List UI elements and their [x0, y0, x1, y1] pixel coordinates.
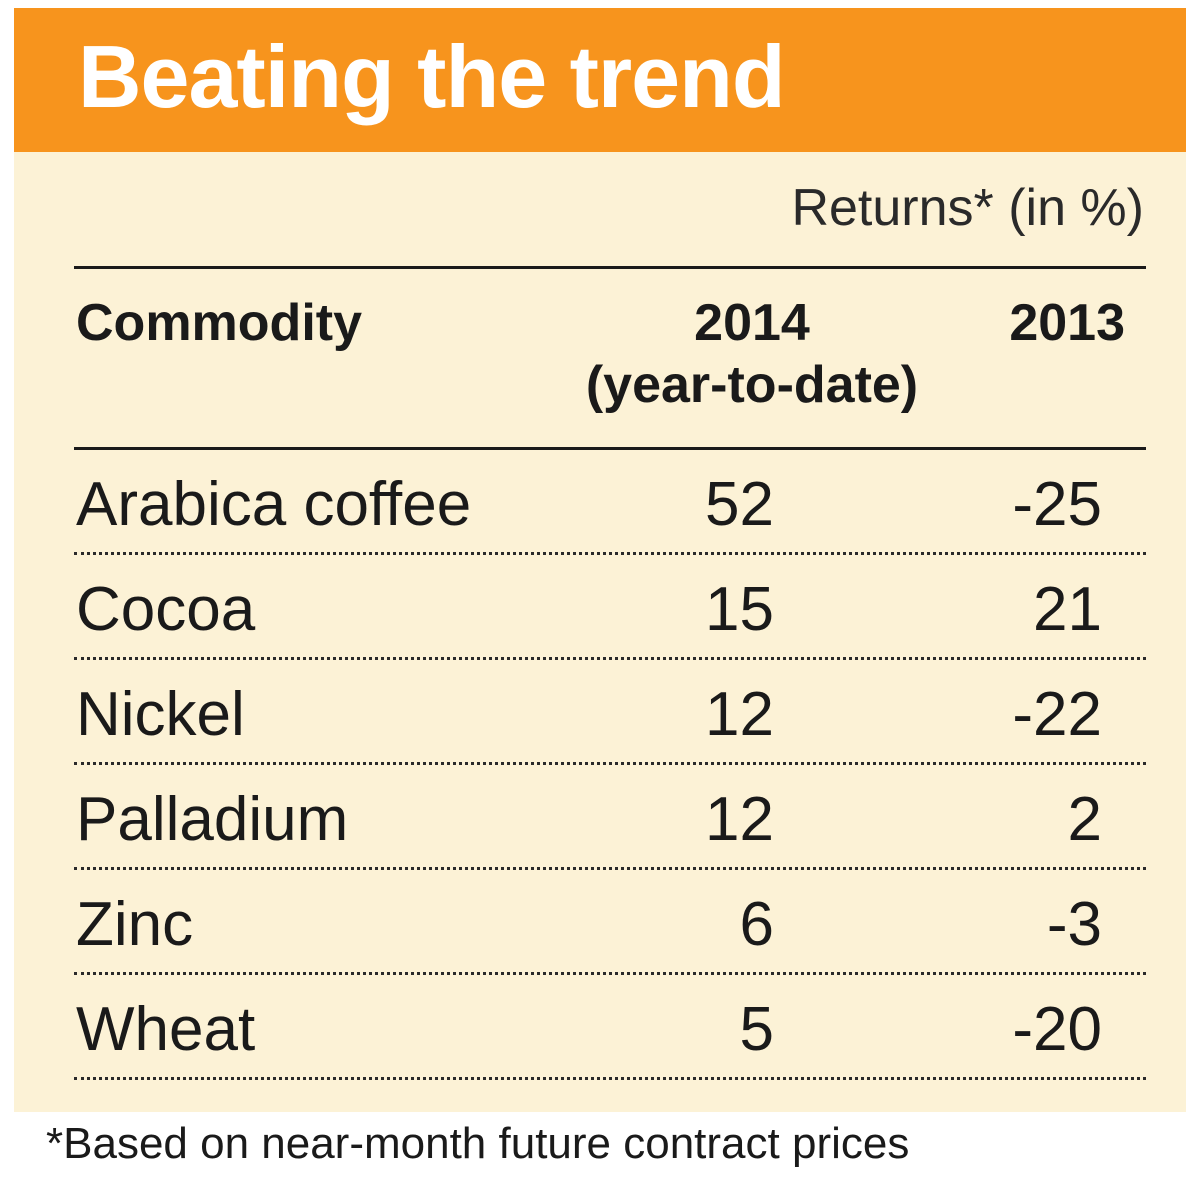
header-top-rule — [74, 266, 1146, 269]
return-2013-cell: 2 — [1067, 785, 1102, 854]
table-body: Arabica coffee 52 -25 Cocoa 15 21 Nickel… — [74, 450, 1146, 1080]
column-header-commodity: Commodity — [76, 294, 362, 352]
return-2014-cell: 12 — [705, 785, 774, 854]
commodity-cell: Cocoa — [76, 575, 256, 644]
return-2014-cell: 52 — [705, 470, 774, 539]
chart-panel — [14, 8, 1186, 1112]
return-2014-cell: 12 — [705, 680, 774, 749]
commodity-cell: Arabica coffee — [76, 470, 472, 539]
table-row: Zinc 6 -3 — [74, 870, 1146, 975]
column-header-2013: 2013 — [1009, 294, 1125, 352]
return-2013-cell: -3 — [1046, 890, 1102, 959]
title-bar — [14, 8, 1186, 152]
commodity-cell: Wheat — [76, 995, 256, 1064]
return-2014-cell: 15 — [705, 575, 774, 644]
table-row: Nickel 12 -22 — [74, 660, 1146, 765]
table-row: Arabica coffee 52 -25 — [74, 450, 1146, 555]
return-2013-cell: -25 — [1012, 470, 1102, 539]
return-2013-cell: -22 — [1012, 680, 1102, 749]
commodity-cell: Nickel — [76, 680, 245, 749]
column-header-2014-sublabel: (year-to-date) — [585, 356, 919, 414]
chart-subtitle: Returns* (in %) — [791, 179, 1144, 237]
commodity-cell: Palladium — [76, 785, 349, 854]
table-row: Cocoa 15 21 — [74, 555, 1146, 660]
column-header-2014: 2014 (year-to-date) — [566, 292, 938, 416]
footnote: *Based on near-month future contract pri… — [46, 1119, 910, 1168]
return-2013-cell: -20 — [1012, 995, 1102, 1064]
column-header-2014-label: 2014 — [694, 294, 810, 352]
commodity-cell: Zinc — [76, 890, 194, 959]
table-row: Wheat 5 -20 — [74, 975, 1146, 1080]
table-row: Palladium 12 2 — [74, 765, 1146, 870]
header-bottom-rule — [74, 447, 1146, 450]
chart-title: Beating the trend — [78, 27, 786, 126]
return-2014-cell: 5 — [739, 995, 774, 1064]
return-2014-cell: 6 — [739, 890, 774, 959]
return-2013-cell: 21 — [1033, 575, 1102, 644]
